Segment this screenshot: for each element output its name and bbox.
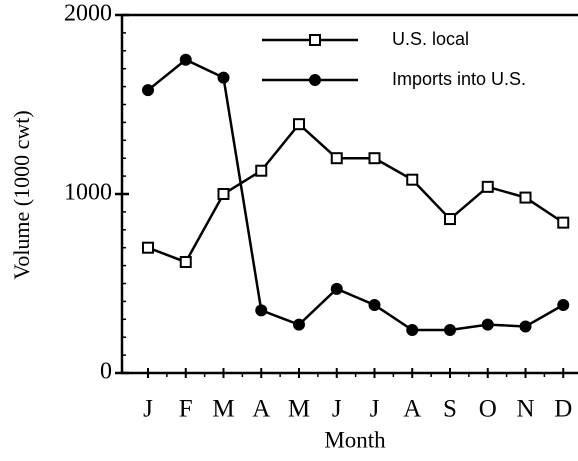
x-tick-label: S — [443, 396, 457, 423]
data-point — [519, 320, 532, 333]
x-tick-label: F — [179, 396, 193, 423]
series-line — [147, 122, 564, 264]
data-point — [481, 180, 494, 193]
legend-label: Imports into U.S. — [392, 69, 526, 89]
data-point — [217, 188, 230, 200]
data-point — [330, 282, 343, 295]
data-point — [481, 318, 494, 331]
data-point — [179, 256, 192, 269]
x-tick-label: N — [516, 396, 534, 423]
data-point — [142, 241, 154, 254]
x-tick-label: J — [143, 396, 153, 423]
legend-marker — [309, 34, 321, 46]
y-tick-label: 1000 — [64, 180, 112, 206]
data-point — [293, 318, 305, 331]
data-point — [557, 216, 570, 229]
data-point — [444, 324, 456, 337]
y-axis-label: Volume (1000 cwt) — [9, 110, 34, 279]
x-axis-label: Month — [324, 427, 386, 452]
x-tick-label: A — [252, 396, 270, 423]
x-tick-label: O — [479, 396, 497, 423]
legend-label: U.S. local — [392, 29, 469, 49]
data-point — [557, 298, 570, 311]
series-line — [147, 58, 564, 332]
x-tick-label: J — [332, 396, 342, 423]
data-point — [217, 71, 230, 84]
data-point — [330, 152, 343, 165]
data-point — [293, 118, 305, 131]
data-point — [368, 152, 381, 165]
data-point — [368, 298, 381, 311]
x-tick-label: J — [370, 396, 380, 423]
data-point — [519, 191, 532, 204]
y-tick-label: 0 — [100, 359, 112, 385]
data-point — [406, 173, 419, 186]
x-tick-label: D — [554, 396, 572, 423]
legend-marker — [309, 74, 321, 86]
data-point — [142, 84, 154, 97]
data-point — [406, 324, 419, 337]
data-point — [255, 164, 268, 177]
x-tick-label: M — [212, 396, 234, 423]
x-tick-label: M — [288, 396, 310, 423]
x-tick-label: A — [403, 396, 421, 423]
data-point — [444, 213, 456, 226]
data-point — [255, 304, 268, 317]
data-point — [179, 53, 192, 66]
y-tick-label: 2000 — [64, 1, 112, 27]
